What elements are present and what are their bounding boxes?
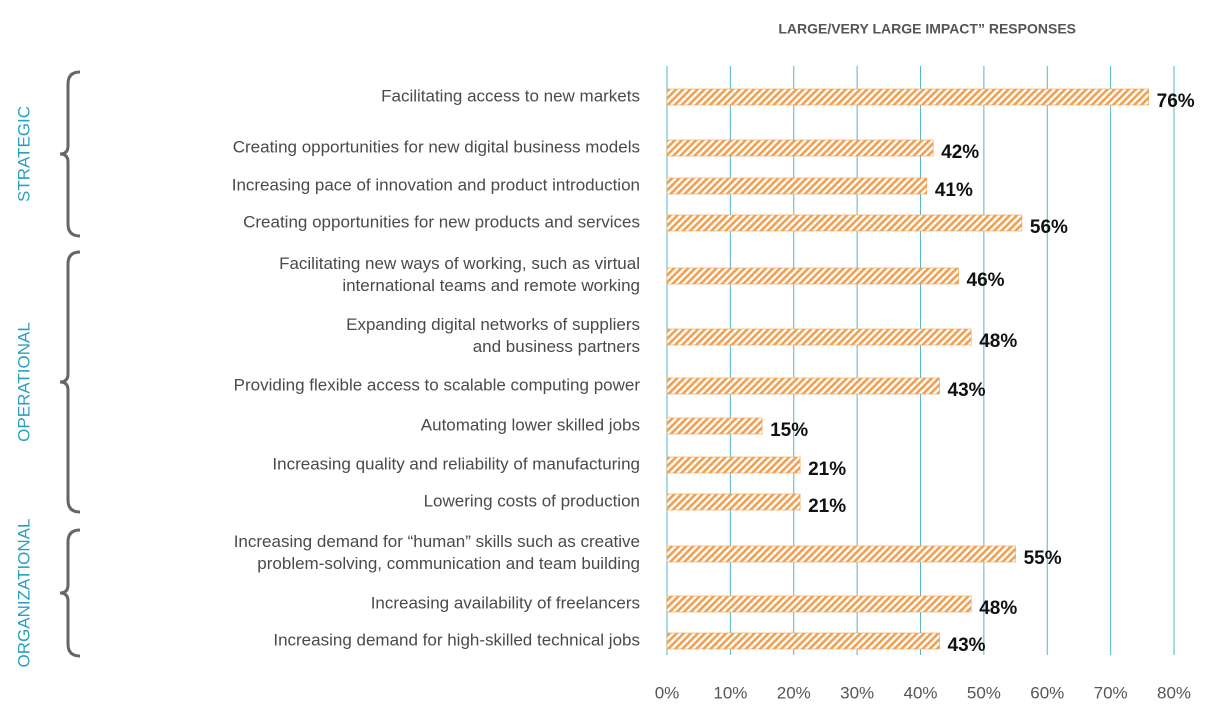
x-tick-label: 10% — [713, 683, 747, 702]
x-tick-label: 80% — [1157, 683, 1191, 702]
group-brace — [59, 70, 81, 238]
x-tick-label: 20% — [777, 683, 811, 702]
category-label: Automating lower skilled jobs — [421, 415, 640, 434]
category-label: Lowering costs of production — [424, 491, 640, 510]
category-label: Increasing quality and reliability of ma… — [272, 454, 640, 473]
bar — [666, 328, 972, 346]
category-label: Facilitating new ways of working, such a… — [279, 254, 640, 295]
group-brace — [59, 528, 81, 658]
x-tick-label: 0% — [655, 683, 680, 702]
value-label: 55% — [1024, 548, 1062, 569]
bar — [666, 456, 801, 474]
value-label: 48% — [979, 331, 1017, 352]
value-label: 46% — [967, 270, 1005, 291]
bar — [666, 545, 1016, 563]
value-label: 56% — [1030, 217, 1068, 238]
value-label: 43% — [948, 635, 986, 656]
x-tick-label: 30% — [840, 683, 874, 702]
chart-title: LARGE/VERY LARGE IMPACT” RESPONSES — [778, 21, 1076, 37]
bar — [666, 493, 801, 511]
group-label: ORGANIZATIONAL — [14, 519, 33, 668]
x-tick-label: 60% — [1030, 683, 1064, 702]
bar — [666, 139, 934, 157]
bar — [666, 377, 940, 395]
category-label: Increasing demand for “human” skills suc… — [234, 532, 640, 573]
category-label: Creating opportunities for new digital b… — [233, 137, 640, 156]
value-label: 41% — [935, 180, 973, 201]
x-tick-label: 40% — [903, 683, 937, 702]
category-label: Facilitating access to new markets — [381, 86, 640, 105]
bar — [666, 417, 763, 435]
bar — [666, 177, 928, 195]
group-label: OPERATIONAL — [14, 322, 33, 442]
value-label: 21% — [808, 459, 846, 480]
value-label: 48% — [979, 598, 1017, 619]
category-label: Increasing demand for high-skilled techn… — [273, 630, 640, 649]
category-label: Creating opportunities for new products … — [243, 212, 640, 231]
group-brace — [59, 250, 81, 514]
category-label: Expanding digital networks of suppliers a… — [346, 315, 640, 356]
group-label: STRATEGIC — [14, 106, 33, 202]
bar — [666, 88, 1149, 106]
bar — [666, 595, 972, 613]
category-label: Providing flexible access to scalable co… — [234, 375, 641, 394]
bar — [666, 632, 940, 650]
value-label: 21% — [808, 496, 846, 517]
x-tick-label: 70% — [1094, 683, 1128, 702]
value-label: 42% — [941, 142, 979, 163]
value-label: 43% — [948, 380, 986, 401]
bar — [666, 214, 1023, 232]
value-label: 15% — [770, 420, 808, 441]
category-label: Increasing pace of innovation and produc… — [232, 175, 640, 194]
x-tick-label: 50% — [967, 683, 1001, 702]
value-label: 76% — [1157, 91, 1195, 112]
category-label: Increasing availability of freelancers — [371, 593, 640, 612]
bar — [666, 267, 959, 285]
